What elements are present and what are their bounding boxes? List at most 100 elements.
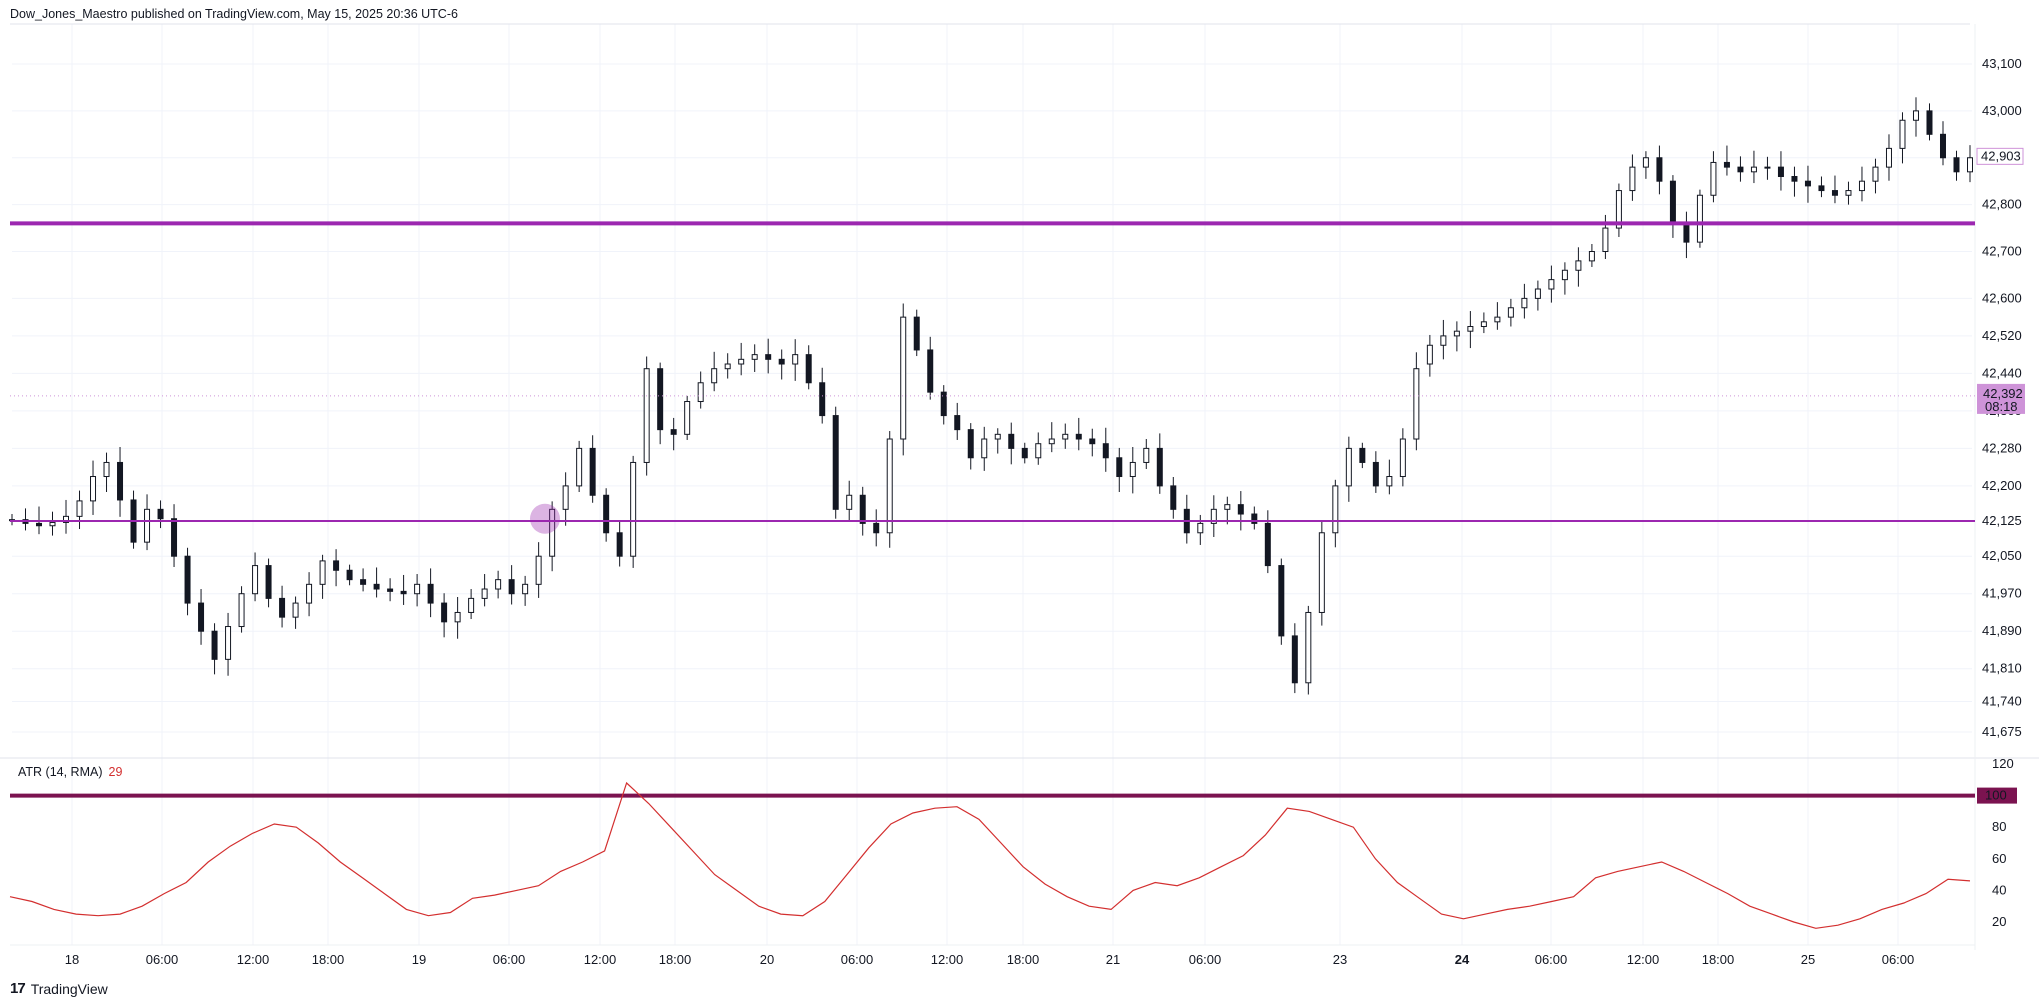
- candle-body: [1669, 180, 1676, 224]
- footer-brand: 17 TradingView: [10, 980, 108, 997]
- candle-body: [1089, 438, 1096, 445]
- atr-legend-value: 29: [108, 765, 123, 779]
- candle-body: [1737, 166, 1744, 173]
- candle-body: [1291, 635, 1298, 684]
- candle-body: [913, 316, 920, 351]
- price-tick-label: 41,890: [1982, 623, 2022, 638]
- candle-body: [508, 579, 515, 595]
- candle-body: [1534, 288, 1541, 299]
- candle-body: [1305, 611, 1312, 684]
- reference-price-tag-label: 42,903: [1981, 148, 2021, 163]
- time-tick-label: 12:00: [931, 952, 964, 967]
- candle-body: [265, 565, 272, 599]
- time-tick-label: 18:00: [1702, 952, 1735, 967]
- candle-body: [711, 368, 718, 384]
- candle-body: [1116, 457, 1123, 478]
- candle-body: [1467, 326, 1474, 332]
- candle-body: [1777, 166, 1784, 178]
- candle-body: [1548, 279, 1555, 290]
- time-tick-label: 18: [65, 952, 79, 967]
- brand-name: TradingView: [30, 980, 108, 997]
- time-tick-label: 06:00: [841, 952, 874, 967]
- candle-body: [859, 494, 866, 524]
- candle-body: [1062, 433, 1069, 440]
- candle-body: [562, 485, 569, 510]
- candle-body: [1953, 157, 1960, 173]
- candle-body: [1764, 166, 1771, 169]
- candle-body: [738, 358, 745, 365]
- candle-body: [63, 515, 70, 523]
- candle-body: [1642, 157, 1649, 168]
- candle-body: [319, 560, 326, 585]
- candle-body: [1102, 443, 1109, 459]
- time-tick-label: 06:00: [1882, 952, 1915, 967]
- candle-body: [292, 602, 299, 618]
- time-tick-label: 21: [1106, 952, 1120, 967]
- candle-body: [1143, 447, 1150, 463]
- candle-body: [886, 438, 893, 534]
- price-tick-label: 42,125: [1982, 513, 2022, 528]
- price-tick-label: 41,675: [1982, 724, 2022, 739]
- price-tick-label: 42,440: [1982, 365, 2022, 380]
- time-tick-label: 06:00: [493, 952, 526, 967]
- candle-body: [1224, 504, 1231, 510]
- candle-body: [684, 401, 691, 435]
- time-tick-label: 06:00: [1535, 952, 1568, 967]
- candle-body: [1696, 194, 1703, 243]
- price-axis: 43,10043,00042,90042,80042,70042,60042,5…: [1982, 56, 2022, 739]
- candle-body: [171, 518, 178, 557]
- candle-body: [1318, 532, 1325, 613]
- candle-body: [1507, 307, 1514, 318]
- candle-body: [1129, 461, 1136, 478]
- candle-body: [1872, 166, 1879, 182]
- price-tick-label: 42,700: [1982, 244, 2022, 259]
- candle-body: [1372, 461, 1379, 487]
- price-tick-label: 42,280: [1982, 440, 2022, 455]
- candlestick-series: [9, 97, 1973, 695]
- price-tick-label: 42,200: [1982, 478, 2022, 493]
- candle-body: [589, 447, 596, 496]
- candle-body: [1237, 504, 1244, 515]
- candle-body: [333, 560, 340, 571]
- candle-body: [1926, 110, 1933, 135]
- last-price-tag-box: [1977, 383, 2025, 414]
- candle-body: [1818, 185, 1825, 192]
- time-tick-label: 12:00: [584, 952, 617, 967]
- candle-body: [670, 429, 677, 435]
- time-tick-label: 24: [1455, 952, 1470, 967]
- atr-legend: ATR (14, RMA) 29: [18, 765, 122, 779]
- time-tick-label: 06:00: [1189, 952, 1222, 967]
- candle-body: [427, 583, 434, 604]
- atr-series: [9, 781, 1975, 929]
- candle-body: [697, 382, 704, 403]
- price-tick-label: 42,520: [1982, 328, 2022, 343]
- atr-threshold-tag-label: 100: [1985, 788, 2007, 803]
- candle-body: [1035, 443, 1042, 459]
- candle-body: [1656, 157, 1663, 182]
- time-tick-label: 19: [412, 952, 426, 967]
- candle-body: [1332, 485, 1339, 534]
- time-tick-label: 23: [1333, 952, 1347, 967]
- candle-body: [657, 368, 664, 431]
- candle-body: [1075, 433, 1082, 440]
- candle-body: [724, 363, 731, 370]
- candle-body: [940, 391, 947, 417]
- candle-body: [90, 476, 97, 502]
- candle-body: [117, 461, 124, 501]
- candle-body: [481, 588, 488, 599]
- candle-body: [441, 602, 448, 623]
- candle-body: [198, 602, 205, 632]
- candle-body: [144, 508, 151, 543]
- horizontal-levels: [10, 221, 1975, 534]
- candle-body: [643, 368, 650, 463]
- candle-body: [1723, 161, 1730, 168]
- time-tick-label: 25: [1801, 952, 1815, 967]
- candle-body: [1683, 222, 1690, 243]
- candle-body: [832, 415, 839, 510]
- candle-body: [103, 461, 110, 478]
- candle-body: [211, 630, 218, 660]
- candle-body: [373, 583, 380, 590]
- candle-body: [1967, 157, 1973, 173]
- candle-body: [994, 433, 1001, 440]
